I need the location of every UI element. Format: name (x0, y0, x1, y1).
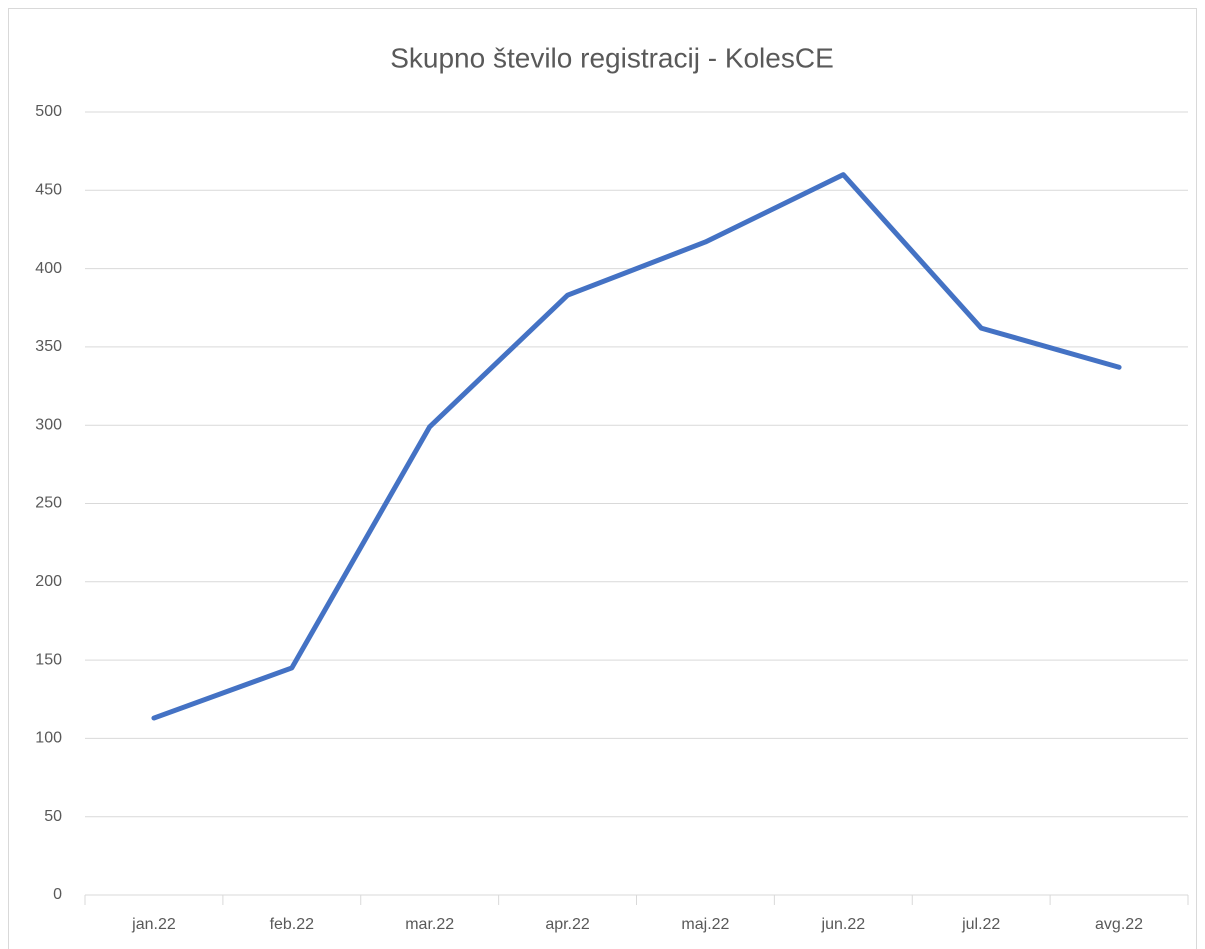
x-tick-label: jul.22 (961, 916, 1000, 933)
chart-border (8, 8, 1197, 949)
x-tick-label: apr.22 (545, 916, 590, 933)
y-tick-label: 450 (35, 182, 62, 199)
y-tick-label: 500 (35, 103, 62, 120)
y-tick-label: 300 (35, 416, 62, 433)
line-series (151, 172, 1122, 721)
x-tick-label: mar.22 (405, 916, 454, 933)
y-tick-label: 400 (35, 260, 62, 277)
y-tick-label: 350 (35, 338, 62, 355)
y-tick-label: 250 (35, 495, 62, 512)
y-tick-label: 100 (35, 730, 62, 747)
x-tick-label: jun.22 (821, 916, 866, 933)
chart-title: Skupno število registracij - KolesCE (390, 42, 834, 73)
y-tick-label: 50 (44, 808, 62, 825)
x-tick-label: jan.22 (131, 916, 176, 933)
x-tick-label: avg.22 (1095, 916, 1143, 933)
y-tick-label: 200 (35, 573, 62, 590)
x-tick-label: feb.22 (270, 916, 315, 933)
x-tick-label: maj.22 (681, 916, 729, 933)
y-tick-label: 0 (53, 886, 62, 903)
y-tick-label: 150 (35, 651, 62, 668)
